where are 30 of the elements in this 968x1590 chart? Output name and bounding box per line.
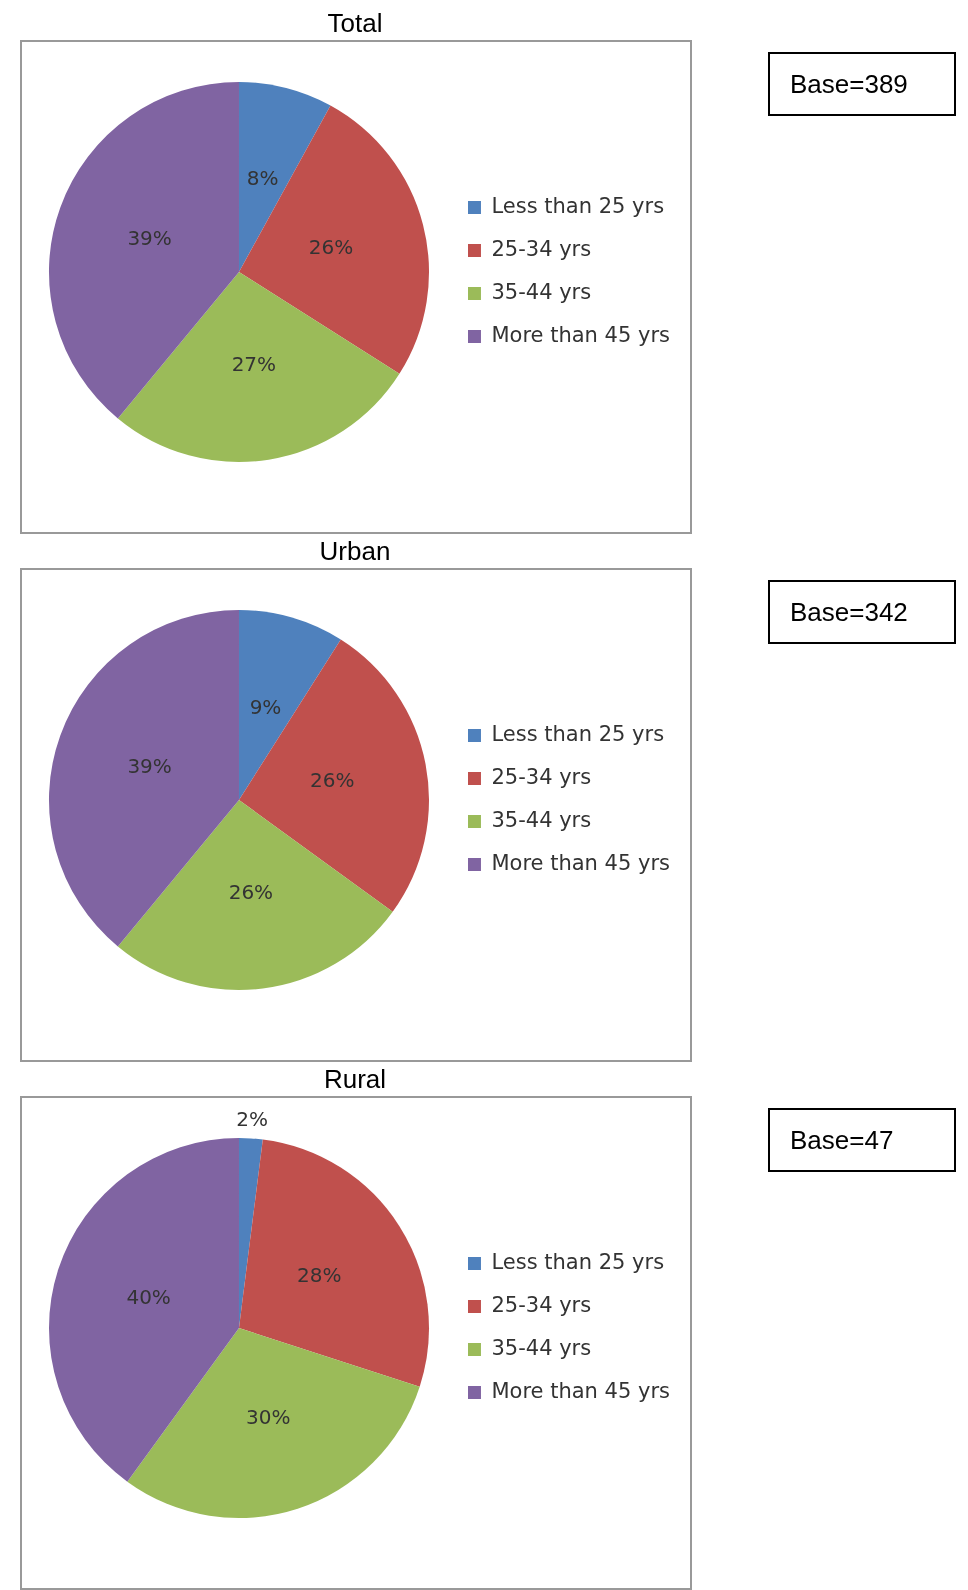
legend-label: More than 45 yrs <box>491 1378 670 1403</box>
data-label: 26% <box>310 768 355 793</box>
text: Base=389 <box>768 52 956 116</box>
data-label: 27% <box>231 352 277 377</box>
chart-title: Total <box>326 8 384 39</box>
chart-title: Urban <box>318 536 392 567</box>
data-label: 26% <box>228 880 274 905</box>
legend-label: 25-34 yrs <box>491 236 592 261</box>
legend-label: 35-44 yrs <box>491 279 592 304</box>
data-label: 30% <box>246 1404 291 1429</box>
legend-label: More than 45 yrs <box>491 850 670 875</box>
legend-label: 25-34 yrs <box>491 764 592 789</box>
legend-label: Less than 25 yrs <box>491 193 665 218</box>
legend-label: Less than 25 yrs <box>491 721 665 746</box>
legend-label: More than 45 yrs <box>491 322 670 347</box>
legend-label: 35-44 yrs <box>491 807 592 832</box>
text: Base=342 <box>768 580 956 644</box>
legend-label: 25-34 yrs <box>491 1292 592 1317</box>
text: Base=47 <box>768 1108 956 1172</box>
data-label: 8% <box>246 166 279 191</box>
data-label: 9% <box>249 694 282 719</box>
data-label: 40% <box>126 1284 171 1309</box>
data-label: 39% <box>127 226 172 251</box>
data-label: 26% <box>308 234 354 259</box>
data-label: 2% <box>236 1106 268 1131</box>
chart-title: Rural <box>322 1064 388 1095</box>
data-label: 28% <box>296 1263 342 1288</box>
legend-label: 35-44 yrs <box>491 1335 592 1360</box>
legend-label: Less than 25 yrs <box>491 1249 665 1274</box>
data-label: 39% <box>127 754 172 779</box>
